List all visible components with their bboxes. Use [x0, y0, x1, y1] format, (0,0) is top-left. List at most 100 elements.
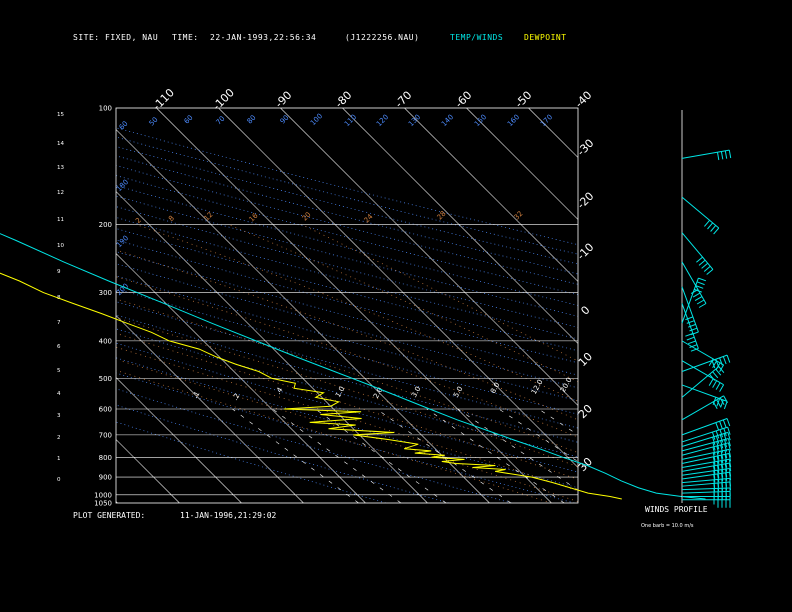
wind-barb: [681, 384, 728, 402]
dry-adiabat-line: [116, 388, 512, 503]
isotherm-line: [116, 129, 490, 503]
dry-adiabat-line: [116, 275, 578, 402]
moist-adiabat-line: [116, 317, 578, 468]
wind-barb-flag: [724, 150, 728, 159]
site-value: FIXED, NAU: [105, 33, 159, 42]
dry-adiabat-line: [116, 165, 578, 285]
wind-barb-flag: [703, 265, 711, 272]
moist-adiabat-line: [116, 346, 578, 492]
moist-adiabat-line: [116, 369, 552, 503]
pressure-tick-label: 900: [99, 474, 112, 482]
wind-barb-flag: [715, 368, 722, 376]
pressure-tick-label: 1000: [94, 491, 112, 499]
wind-barb-flag: [686, 336, 695, 341]
wind-barb-flag: [694, 288, 702, 293]
wind-barb-flag: [713, 465, 716, 474]
temperature-line: [0, 233, 706, 500]
isotherm-line: [218, 108, 578, 468]
pressure-tick-label: 1050: [94, 500, 112, 508]
right-temperature-label: 20: [576, 402, 595, 421]
adiabat-label: 90: [279, 114, 291, 126]
isotherm-line: [116, 315, 304, 503]
mixing-ratio-line: [376, 408, 512, 503]
wind-barb-flag: [698, 259, 706, 266]
wind-barb-flag: [713, 474, 716, 483]
dry-adiabat-line: [116, 251, 578, 376]
wind-barb: [681, 468, 730, 476]
wind-barb-flag: [720, 399, 724, 408]
wind-barb-flag: [724, 459, 728, 468]
wind-barb-flag: [712, 380, 718, 388]
wind-barb-flag: [727, 442, 731, 451]
wind-barb-flag: [708, 358, 714, 367]
wind-barb-flag: [719, 384, 725, 392]
top-temperature-label: -80: [333, 89, 355, 111]
mixing-ratio-label: .4: [274, 386, 285, 396]
plot-frame: [115, 107, 579, 504]
adiabat-label: 150: [473, 113, 488, 128]
wind-barb-flag: [712, 360, 718, 369]
dry-adiabat-line: [116, 195, 578, 317]
wind-barb-flag: [720, 455, 724, 464]
top-temperature-label: -110: [150, 86, 177, 113]
height-tick-label: 14: [57, 141, 64, 147]
pressure-tick-label: 500: [99, 375, 112, 383]
wind-barb: [681, 442, 729, 456]
dry-adiabat-line: [116, 155, 578, 275]
wind-barb: [681, 431, 729, 447]
mixing-ratio-label: .2: [231, 392, 241, 402]
wind-barb-flag: [701, 262, 709, 269]
wind-barb-flag: [685, 316, 694, 321]
wind-barb: [681, 490, 731, 494]
wind-barb-flag: [724, 450, 728, 459]
site-label: SITE:: [73, 33, 100, 42]
wind-barb-flag: [720, 440, 724, 449]
height-tick-label: 12: [57, 190, 64, 196]
dry-adiabat-line: [116, 239, 578, 364]
mixing-ratio-label: 8.0: [489, 381, 501, 395]
mixing-ratio-label: 12.0: [530, 378, 545, 396]
dry-adiabat-line: [116, 288, 578, 415]
wind-barb: [681, 232, 714, 270]
wind-barb-flag: [698, 303, 707, 308]
wind-barb-flag: [723, 428, 727, 437]
pressure-tick-label: 600: [99, 405, 112, 413]
wind-barb-flag: [715, 422, 720, 431]
wind-barb-flag: [711, 360, 716, 369]
wind-barb-flag: [719, 429, 723, 438]
wind-barb-flag: [716, 398, 721, 407]
wind-barb-flag: [727, 432, 731, 441]
isotherm-line: [342, 108, 578, 344]
wind-barb-flag: [713, 461, 716, 470]
wind-barb-flag: [715, 430, 720, 439]
adiabat-label: 190: [115, 234, 130, 249]
mixing-ratio-label: 1.0: [334, 385, 346, 399]
upper-mix-label: 20: [301, 211, 313, 223]
barb-note: One barb = 10.0 m/s: [641, 523, 694, 529]
wind-barb-flag: [688, 340, 696, 345]
height-tick-label: 2: [57, 435, 61, 441]
mixing-ratio-label: 5.0: [452, 385, 464, 399]
isotherm-line: [116, 439, 180, 503]
wind-barb: [681, 462, 730, 472]
adiabat-label: 100: [309, 112, 324, 127]
wind-barb: [681, 395, 724, 421]
wind-barb-flag: [723, 433, 727, 442]
height-tick-label: 1: [57, 456, 61, 462]
wind-barb-flag: [690, 348, 699, 352]
dry-adiabat-line: [116, 342, 578, 473]
chart-grid: [115, 107, 579, 504]
dry-adiabat-line: [116, 206, 578, 328]
dry-adiabat-line: [116, 185, 578, 306]
wind-barb-flag: [716, 455, 720, 464]
wind-barb-flag: [698, 277, 707, 282]
isotherm-line: [156, 108, 552, 503]
wind-barb-flag: [720, 151, 724, 160]
dry-adiabat-line: [116, 263, 578, 389]
top-temperature-label: -90: [273, 89, 295, 111]
wind-barb-flag: [716, 445, 720, 454]
wind-barb: [681, 448, 730, 460]
wind-barb-flag: [712, 456, 716, 465]
wind-barb-flag: [715, 362, 721, 371]
